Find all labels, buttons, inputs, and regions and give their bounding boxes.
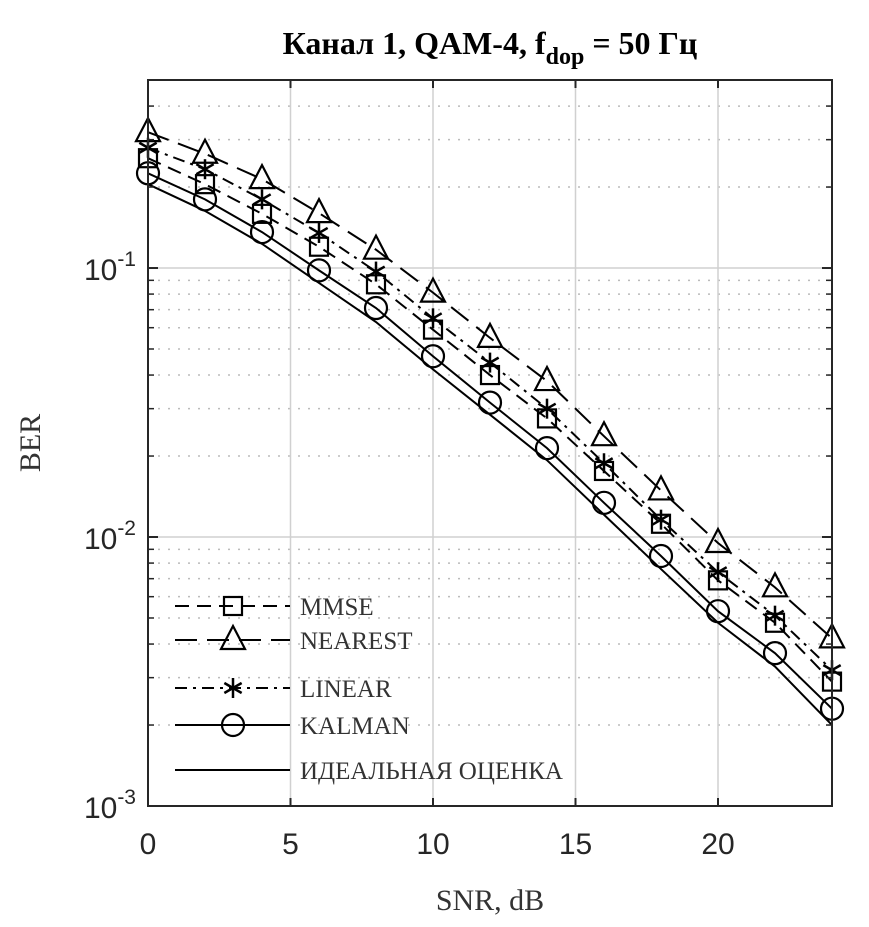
y-tick-base: 10: [84, 792, 117, 825]
y-tick-exponent: -3: [117, 786, 136, 809]
x-tick-label: 20: [701, 828, 734, 861]
triangle-marker: [419, 276, 447, 303]
title-main: Канал 1, QAM-4, f: [283, 25, 546, 61]
y-tick-exponent: -1: [117, 248, 136, 271]
star-marker: [423, 308, 443, 329]
series-group: [134, 115, 846, 726]
star-stroke: [708, 566, 728, 579]
series-line: [147, 183, 833, 726]
y-tick-label: 10-1: [84, 248, 136, 287]
star-marker: [537, 398, 557, 419]
series-nearest: [134, 115, 846, 649]
star-marker: [765, 605, 785, 626]
y-tick-base: 10: [84, 254, 117, 287]
triangle-marker: [362, 233, 390, 260]
star-stroke: [309, 226, 329, 240]
circle-marker: [220, 712, 246, 738]
series-line: [147, 131, 833, 640]
triangle-marker: [476, 321, 504, 348]
star-stroke: [651, 513, 671, 526]
y-tick-exponent: -2: [117, 517, 136, 540]
legend: MMSE NEAREST LINEAR KALMAN ИДЕАЛЬНАЯ ОЦЕНКА: [175, 594, 563, 785]
star-stroke: [480, 356, 500, 369]
star-marker: [708, 562, 728, 583]
x-tick-label: 5: [282, 828, 299, 861]
triangle-marker: [761, 570, 789, 598]
legend-label: KALMAN: [300, 713, 410, 740]
triangle-marker: [647, 474, 675, 501]
star-stroke: [537, 402, 557, 415]
star-marker: [594, 453, 614, 474]
legend-label: NEAREST: [300, 628, 413, 655]
star-stroke: [366, 265, 386, 278]
series-kalman: [135, 161, 845, 721]
circle-marker: [420, 344, 446, 369]
circle-marker: [762, 641, 788, 666]
series-mmse: [137, 148, 843, 692]
star-marker: [252, 189, 272, 210]
triangle-marker: [219, 623, 247, 651]
star-stroke: [423, 312, 443, 325]
circle-marker: [306, 258, 332, 283]
chart-title: Канал 1, QAM-4, fdop = 50 Гц: [283, 25, 698, 70]
y-tick-base: 10: [84, 523, 117, 556]
star-marker: [223, 678, 243, 698]
square-marker: [222, 595, 244, 617]
circle-marker: [363, 295, 389, 321]
star-stroke: [252, 193, 272, 206]
triangle-marker: [305, 196, 333, 224]
triangle-marker: [590, 419, 618, 447]
x-tick-label: 0: [140, 828, 157, 861]
series-linear: [138, 137, 842, 681]
star-marker: [366, 261, 386, 282]
star-stroke: [765, 609, 785, 622]
star-marker: [480, 352, 500, 373]
star-marker: [309, 222, 329, 243]
y-axis-label: BER: [14, 414, 47, 472]
y-tick-label: 10-3: [84, 786, 136, 825]
series-идеальная-оценка: [147, 183, 833, 726]
circle-marker: [648, 543, 674, 569]
legend-label: MMSE: [300, 594, 374, 621]
star-marker: [651, 509, 671, 530]
plot-frame: [147, 79, 833, 807]
series-line: [147, 172, 833, 710]
triangle-marker: [704, 526, 732, 554]
star-stroke: [594, 457, 614, 470]
legend-label: LINEAR: [300, 676, 392, 703]
triangle-marker: [248, 162, 276, 190]
star-marker: [195, 159, 215, 180]
triangle-marker: [533, 364, 561, 392]
y-tick-label: 10-2: [84, 517, 136, 556]
title-rest: = 50 Гц: [584, 25, 697, 61]
star-stroke: [195, 163, 215, 176]
x-tick-label: 15: [559, 828, 592, 861]
star-stroke: [223, 681, 243, 695]
x-tick-label: 10: [416, 828, 449, 861]
legend-label: ИДЕАЛЬНАЯ ОЦЕНКА: [300, 758, 563, 785]
x-axis-label: SNR, dB: [436, 884, 544, 917]
title-sub: dop: [546, 44, 585, 70]
